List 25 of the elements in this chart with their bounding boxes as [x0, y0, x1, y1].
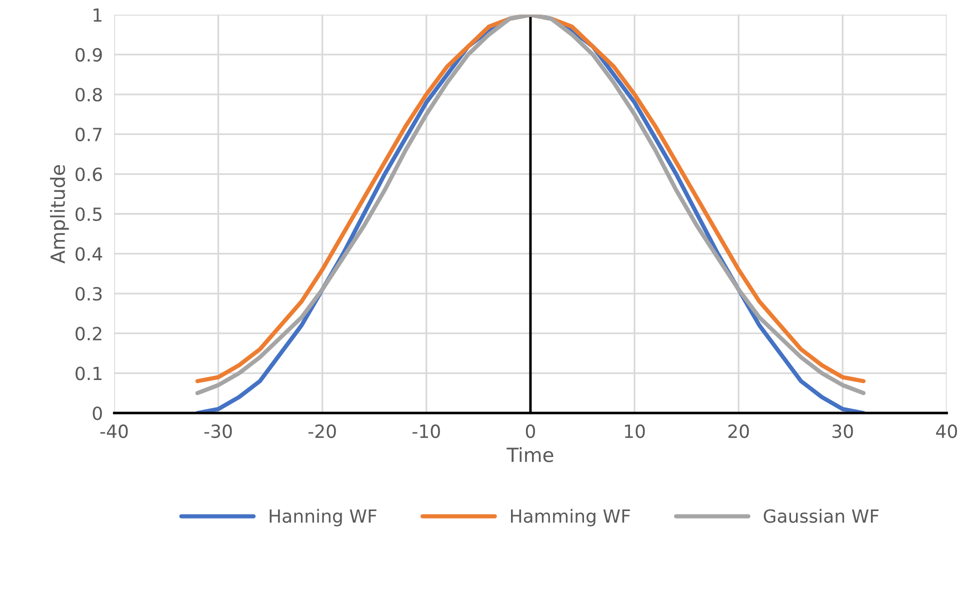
y-tick-label: 0.5 — [76, 207, 102, 221]
x-tick-label: 10 — [625, 424, 645, 438]
y-tick-label: 0.1 — [76, 366, 102, 380]
y-tick-label: 0.6 — [76, 168, 102, 182]
y-axis-title: Amplitude — [50, 165, 69, 264]
y-tick-label: 1 — [94, 8, 102, 22]
y-tick-label: 0.3 — [76, 286, 102, 301]
x-tick-label: -10 — [412, 424, 440, 438]
y-tick-label: 0 — [92, 406, 102, 420]
x-axis-title: Time — [506, 447, 554, 462]
y-tick-label: 0.4 — [76, 247, 102, 261]
x-tick-label: 40 — [936, 424, 957, 438]
x-tick-label: -20 — [308, 424, 336, 438]
x-tick-label: -30 — [204, 424, 232, 438]
y-tick-label: 0.7 — [76, 128, 102, 142]
y-tick-label: 0.9 — [76, 48, 102, 62]
legend-label: Hamming WF — [511, 508, 630, 526]
y-tick-label: 0.2 — [76, 326, 102, 340]
x-tick-label: 20 — [728, 424, 749, 438]
y-tick-label: 0.8 — [76, 88, 102, 102]
legend-label: Gaussian WF — [764, 508, 879, 523]
x-tick-label: -40 — [100, 424, 128, 438]
legend-label: Hanning WF — [270, 508, 376, 526]
x-tick-label: 0 — [526, 424, 536, 438]
x-tick-label: 30 — [832, 424, 853, 438]
